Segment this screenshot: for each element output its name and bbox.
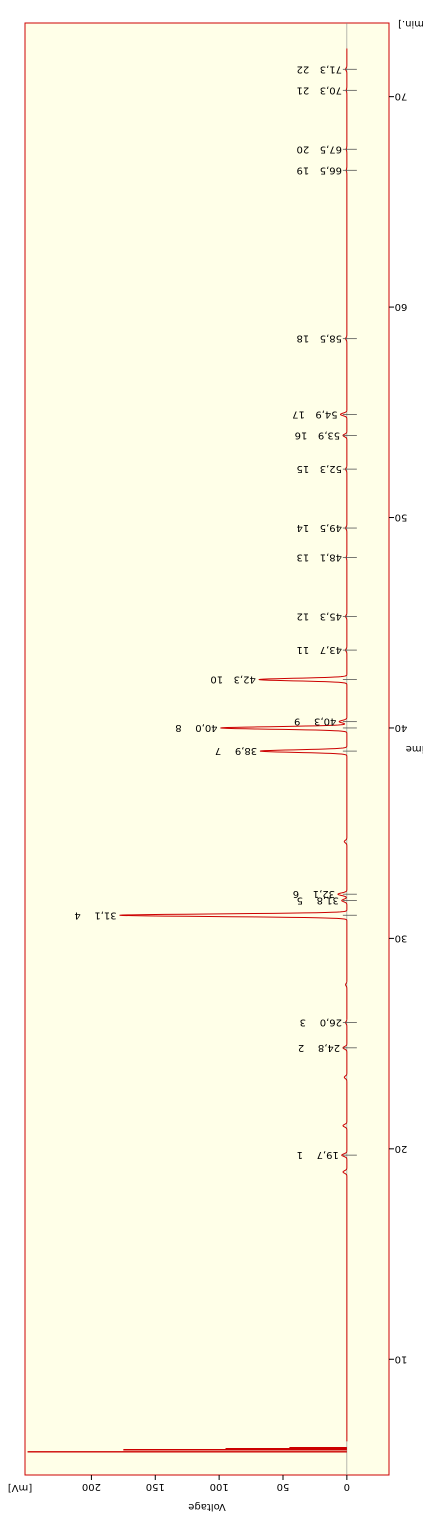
peak-time-label-17: 54,9 [315,408,337,419]
peak-number-label-18: 18 [296,333,309,344]
peak-number-label-7: 7 [215,745,221,756]
peak-number-label-12: 12 [296,610,309,621]
peak-number-label-2: 2 [298,1042,304,1053]
peak-number-label-3: 3 [300,1017,306,1028]
peak-number-label-15: 15 [296,463,309,474]
peak-time-label-1: 19,7 [317,1149,339,1160]
peak-number-label-9: 9 [294,716,300,727]
peak-number-label-21: 21 [296,84,309,95]
peak-time-label-16: 53,9 [318,429,340,440]
voltage-tick-label-50: 50 [277,1481,290,1492]
time-axis-unit: [min.] [398,18,423,29]
time-tick-label-10: 10 [395,1353,408,1364]
peak-number-label-1: 1 [297,1149,303,1160]
peak-number-label-4: 4 [74,909,80,920]
voltage-axis-unit: [mV] [8,1482,32,1493]
time-tick-label-20: 20 [395,1143,408,1154]
voltage-tick-label-200: 200 [82,1481,101,1492]
peak-number-label-10: 10 [210,674,223,685]
peak-time-label-11: 43,7 [320,644,342,655]
peak-number-label-20: 20 [296,143,309,154]
peak-time-label-3: 26,0 [320,1017,342,1028]
peak-number-label-16: 16 [295,429,308,440]
time-tick-label-70: 70 [395,91,408,102]
time-tick-label-50: 50 [395,512,408,523]
time-tick-label-30: 30 [395,932,408,943]
trace-group [27,48,357,1453]
peak-number-label-14: 14 [296,522,309,533]
time-tick-label-60: 60 [395,301,408,312]
peak-number-label-11: 11 [296,644,309,655]
voltage-tick-label-0: 0 [344,1481,350,1492]
peak-time-label-14: 49,5 [320,522,342,533]
voltage-tick-label-150: 150 [146,1481,165,1492]
peak-time-label-18: 58,5 [320,333,342,344]
time-axis-title: Time [406,743,423,754]
peak-number-label-19: 19 [296,164,309,175]
axes-group: 10 20 30 40 50 60 70 0 50 100 150 200 Time Voltage [mi… [8,18,423,1512]
peak-time-label-20: 67,5 [320,143,342,154]
peak-time-label-5: 31,8 [317,895,339,906]
peak-time-label-15: 52,3 [320,463,342,474]
peak-time-label-22: 71,3 [320,63,342,74]
peak-time-label-12: 45,3 [320,610,342,621]
peak-time-label-10: 42,3 [234,674,256,685]
chromatogram-trace [119,48,348,1442]
peak-time-label-7: 38,9 [235,745,257,756]
peak-time-label-19: 66,5 [320,164,342,175]
voltage-tick-label-100: 100 [210,1481,229,1492]
peak-time-label-6: 32,1 [313,888,335,899]
voltage-axis-title: Voltage [188,1501,226,1512]
peak-number-label-6: 6 [293,888,299,899]
peak-labels-group: 19,7 1 24,8 2 26,0 3 31,1 4 31,8 5 32,1 6 38,9 7 40,0 8… [74,63,342,1160]
peak-time-label-8: 40,0 [195,722,217,733]
peak-number-label-8: 8 [175,722,181,733]
peak-number-label-22: 22 [296,63,309,74]
peak-time-label-21: 70,3 [320,84,342,95]
peak-time-label-2: 24,8 [318,1042,340,1053]
peak-time-label-4: 31,1 [94,909,116,920]
time-tick-label-40: 40 [395,722,408,733]
peak-time-label-13: 48,1 [320,552,342,563]
peak-time-label-9: 40,3 [314,716,336,727]
peak-number-label-13: 13 [296,552,309,563]
peak-number-label-17: 17 [292,408,305,419]
peak-number-label-5: 5 [297,895,303,906]
